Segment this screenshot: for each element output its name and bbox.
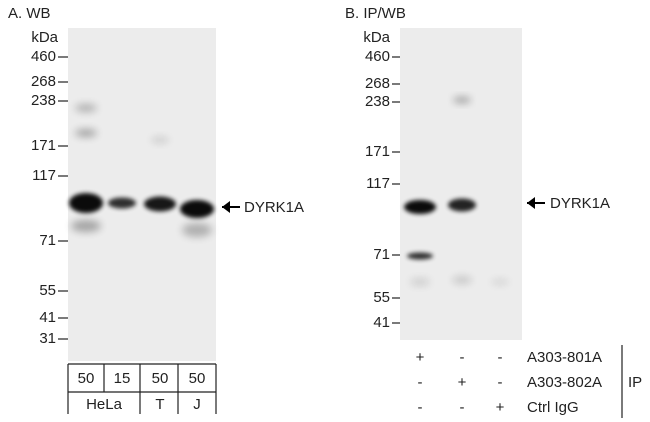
- blot-b: [400, 28, 522, 340]
- marker-label: 55: [373, 289, 390, 306]
- panel-title: A. WB: [8, 5, 51, 22]
- unit-label: kDa: [363, 29, 390, 46]
- ip-mark: -: [418, 399, 423, 416]
- ip-mark: +: [458, 374, 467, 391]
- band: [453, 97, 471, 103]
- ip-mark: +: [416, 349, 425, 366]
- band: [410, 278, 430, 286]
- band: [182, 223, 212, 237]
- band: [71, 220, 101, 232]
- arrow-head: [527, 197, 535, 209]
- marker-label: 171: [365, 143, 390, 160]
- panel-title: B. IP/WB: [345, 5, 406, 22]
- marker-label: 238: [365, 93, 390, 110]
- ip-mark: -: [460, 399, 465, 416]
- load-label: 50: [152, 370, 169, 387]
- ip-mark: -: [460, 349, 465, 366]
- ip-row-label: Ctrl IgG: [527, 399, 579, 416]
- marker-label: 117: [32, 167, 56, 184]
- band: [69, 193, 103, 213]
- marker-label: 171: [31, 137, 56, 154]
- band: [491, 279, 509, 285]
- arrow-head: [222, 201, 230, 213]
- marker-label: 268: [31, 73, 56, 90]
- band: [180, 200, 214, 218]
- ip-row-label: A303-802A: [527, 374, 602, 391]
- cell-line-label: T: [155, 396, 164, 413]
- target-label: DYRK1A: [244, 199, 304, 216]
- band: [144, 196, 176, 212]
- cell-line-label: J: [193, 396, 201, 413]
- marker-label: 268: [365, 75, 390, 92]
- ip-label: IP: [628, 374, 642, 391]
- marker-label: 460: [31, 48, 56, 65]
- band: [75, 104, 97, 112]
- ip-mark: +: [496, 399, 505, 416]
- marker-label: 31: [39, 330, 56, 347]
- marker-label: 41: [39, 309, 56, 326]
- band: [108, 197, 136, 209]
- ip-row-label: A303-801A: [527, 349, 602, 366]
- band: [151, 137, 169, 143]
- band: [404, 200, 436, 214]
- band: [75, 129, 97, 137]
- load-label: 50: [189, 370, 206, 387]
- marker-label: 238: [31, 92, 56, 109]
- load-label: 15: [114, 370, 131, 387]
- unit-label: kDa: [31, 29, 58, 46]
- marker-label: 117: [366, 175, 390, 192]
- band: [452, 276, 472, 284]
- marker-label: 41: [373, 314, 390, 331]
- marker-label: 71: [373, 246, 390, 263]
- marker-label: 55: [39, 282, 56, 299]
- marker-label: 71: [39, 232, 56, 249]
- band: [448, 198, 476, 212]
- load-label: 50: [78, 370, 95, 387]
- marker-label: 460: [365, 48, 390, 65]
- band: [407, 252, 433, 260]
- cell-line-label: HeLa: [86, 396, 123, 413]
- ip-mark: -: [418, 374, 423, 391]
- ip-mark: -: [498, 374, 503, 391]
- ip-mark: -: [498, 349, 503, 366]
- target-label: DYRK1A: [550, 195, 610, 212]
